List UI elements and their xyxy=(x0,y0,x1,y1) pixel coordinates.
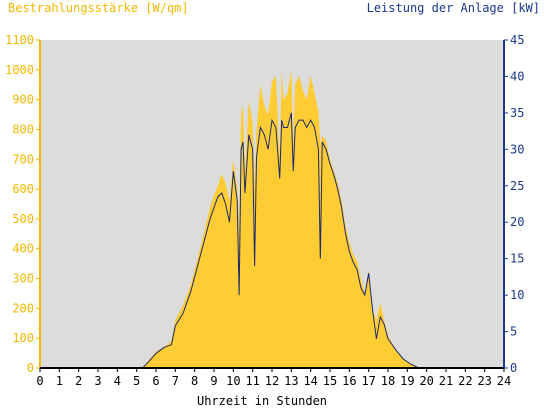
x-tick-label: 20 xyxy=(419,374,433,388)
left-tick-label: 600 xyxy=(12,182,34,196)
left-tick-label: 300 xyxy=(12,272,34,286)
left-tick-label: 0 xyxy=(27,361,34,375)
left-tick-label: 1100 xyxy=(5,33,34,47)
right-axis-title: Leistung der Anlage [kW] xyxy=(367,1,540,15)
left-tick-label: 800 xyxy=(12,122,34,136)
x-tick-label: 13 xyxy=(284,374,298,388)
x-tick-label: 17 xyxy=(361,374,375,388)
left-tick-label: 500 xyxy=(12,212,34,226)
x-tick-label: 5 xyxy=(133,374,140,388)
x-tick-label: 8 xyxy=(191,374,198,388)
left-tick-label: 700 xyxy=(12,152,34,166)
x-tick-label: 6 xyxy=(152,374,159,388)
x-tick-label: 11 xyxy=(245,374,259,388)
x-tick-label: 22 xyxy=(458,374,472,388)
x-tick-label: 14 xyxy=(303,374,317,388)
right-tick-label: 35 xyxy=(510,106,524,120)
x-tick-label: 0 xyxy=(36,374,43,388)
x-tick-label: 4 xyxy=(114,374,121,388)
power-line xyxy=(40,112,504,369)
left-axis-title: Bestrahlungsstärke [W/qm] xyxy=(8,1,189,15)
right-tick-label: 5 xyxy=(510,325,517,339)
x-tick-label: 3 xyxy=(94,374,101,388)
x-tick-label: 9 xyxy=(210,374,217,388)
x-tick-label: 21 xyxy=(439,374,453,388)
right-tick-label: 25 xyxy=(510,179,524,193)
x-tick-label: 24 xyxy=(497,374,511,388)
x-tick-label: 1 xyxy=(56,374,63,388)
right-tick-label: 45 xyxy=(510,33,524,47)
right-tick-label: 10 xyxy=(510,288,524,302)
x-tick-label: 19 xyxy=(400,374,414,388)
x-axis-title: Uhrzeit in Stunden xyxy=(197,394,327,408)
left-tick-label: 1000 xyxy=(5,63,34,77)
x-tick-label: 12 xyxy=(265,374,279,388)
left-tick-label: 400 xyxy=(12,242,34,256)
left-tick-label: 200 xyxy=(12,301,34,315)
left-tick-label: 900 xyxy=(12,93,34,107)
right-tick-label: 30 xyxy=(510,142,524,156)
right-tick-label: 15 xyxy=(510,252,524,266)
x-tick-label: 15 xyxy=(323,374,337,388)
x-tick-label: 18 xyxy=(381,374,395,388)
irradiance-area xyxy=(40,69,504,368)
ticks-layer: 0100200300400500600700800900100011000510… xyxy=(5,33,524,388)
x-tick-label: 10 xyxy=(226,374,240,388)
right-tick-label: 0 xyxy=(510,361,517,375)
x-tick-label: 23 xyxy=(477,374,491,388)
left-tick-label: 100 xyxy=(12,331,34,345)
x-tick-label: 16 xyxy=(342,374,356,388)
right-tick-label: 20 xyxy=(510,215,524,229)
x-tick-label: 7 xyxy=(172,374,179,388)
right-tick-label: 40 xyxy=(510,69,524,83)
x-tick-label: 2 xyxy=(75,374,82,388)
